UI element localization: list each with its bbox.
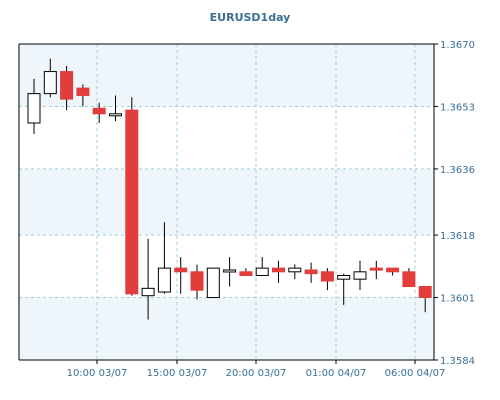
candle-body-bullish (223, 269, 237, 273)
candle-body-bearish (76, 87, 90, 96)
candle-body-bearish (402, 271, 416, 288)
x-tick-label: 20:00 03/07 (226, 368, 287, 379)
candle (320, 268, 334, 291)
candle (223, 257, 237, 287)
candle (190, 264, 204, 300)
plot-background (19, 44, 434, 360)
candle (255, 257, 269, 276)
candle (418, 286, 432, 313)
y-tick-label: 1.3601 (440, 294, 475, 305)
candle-body-bearish (239, 271, 253, 276)
candle (386, 267, 400, 276)
plot-band (19, 168, 434, 236)
candle (369, 260, 383, 280)
axes (18, 43, 435, 361)
candle (157, 222, 171, 294)
candle-body-bullish (255, 267, 269, 276)
candle (27, 78, 41, 135)
candle (109, 95, 122, 122)
candle-body-bearish (418, 286, 432, 299)
candle (43, 58, 57, 98)
candle (141, 238, 155, 320)
candle-body-bullish (288, 267, 302, 273)
candle-body-bearish (304, 269, 318, 275)
candle (337, 273, 351, 305)
candle (60, 66, 74, 111)
grid-lines (19, 43, 434, 361)
candle-body-bearish (272, 267, 285, 273)
candle (76, 84, 90, 107)
candle-body-bearish (190, 271, 204, 291)
y-tick-label: 1.3670 (440, 40, 475, 51)
candle (174, 257, 188, 294)
candle-body-bullish (206, 267, 220, 299)
candles (27, 58, 432, 320)
candle-body-bullish (43, 71, 57, 95)
candle-body-bearish (125, 109, 139, 295)
candle (402, 268, 416, 288)
candle-body-bearish (320, 271, 334, 282)
candle-body-bullish (353, 271, 367, 280)
candle (92, 102, 106, 123)
candle-body-bullish (27, 93, 41, 124)
x-axis-ticks: 10:00 03/07 15:00 03/07 20:00 03/07 01:00 0… (67, 360, 446, 379)
x-tick-label: 15:00 03/07 (147, 368, 208, 379)
candle-body-bearish (60, 71, 74, 100)
candle (206, 267, 220, 299)
y-axis-ticks: 1.3584 1.3601 1.3618 1.3636 1.3653 1.3670 (434, 40, 475, 367)
candle-body-bullish (157, 267, 171, 293)
chart-title: EURUSD1day (210, 11, 291, 24)
candle (304, 262, 318, 283)
x-tick-label: 10:00 03/07 (67, 368, 128, 379)
x-tick-label: 06:00 04/07 (385, 368, 446, 379)
y-tick-label: 1.3636 (440, 165, 475, 176)
candle (239, 268, 253, 276)
y-tick-label: 1.3653 (440, 102, 475, 113)
plot-band (19, 297, 434, 360)
candle-body-bearish (174, 267, 188, 273)
x-tick-label: 01:00 04/07 (306, 368, 367, 379)
candle (272, 260, 285, 283)
candle-body-bearish (386, 267, 400, 273)
candle-body-bearish (92, 107, 106, 115)
candle-body-bearish (369, 267, 383, 271)
candle-body-bullish (109, 113, 122, 117)
candle (353, 260, 367, 291)
plot-band (19, 44, 434, 107)
candle-body-bullish (337, 274, 351, 280)
candle (288, 264, 302, 280)
candle (125, 97, 139, 296)
y-tick-label: 1.3584 (440, 356, 475, 367)
candle-body-bullish (141, 287, 155, 297)
y-tick-label: 1.3618 (440, 231, 475, 242)
